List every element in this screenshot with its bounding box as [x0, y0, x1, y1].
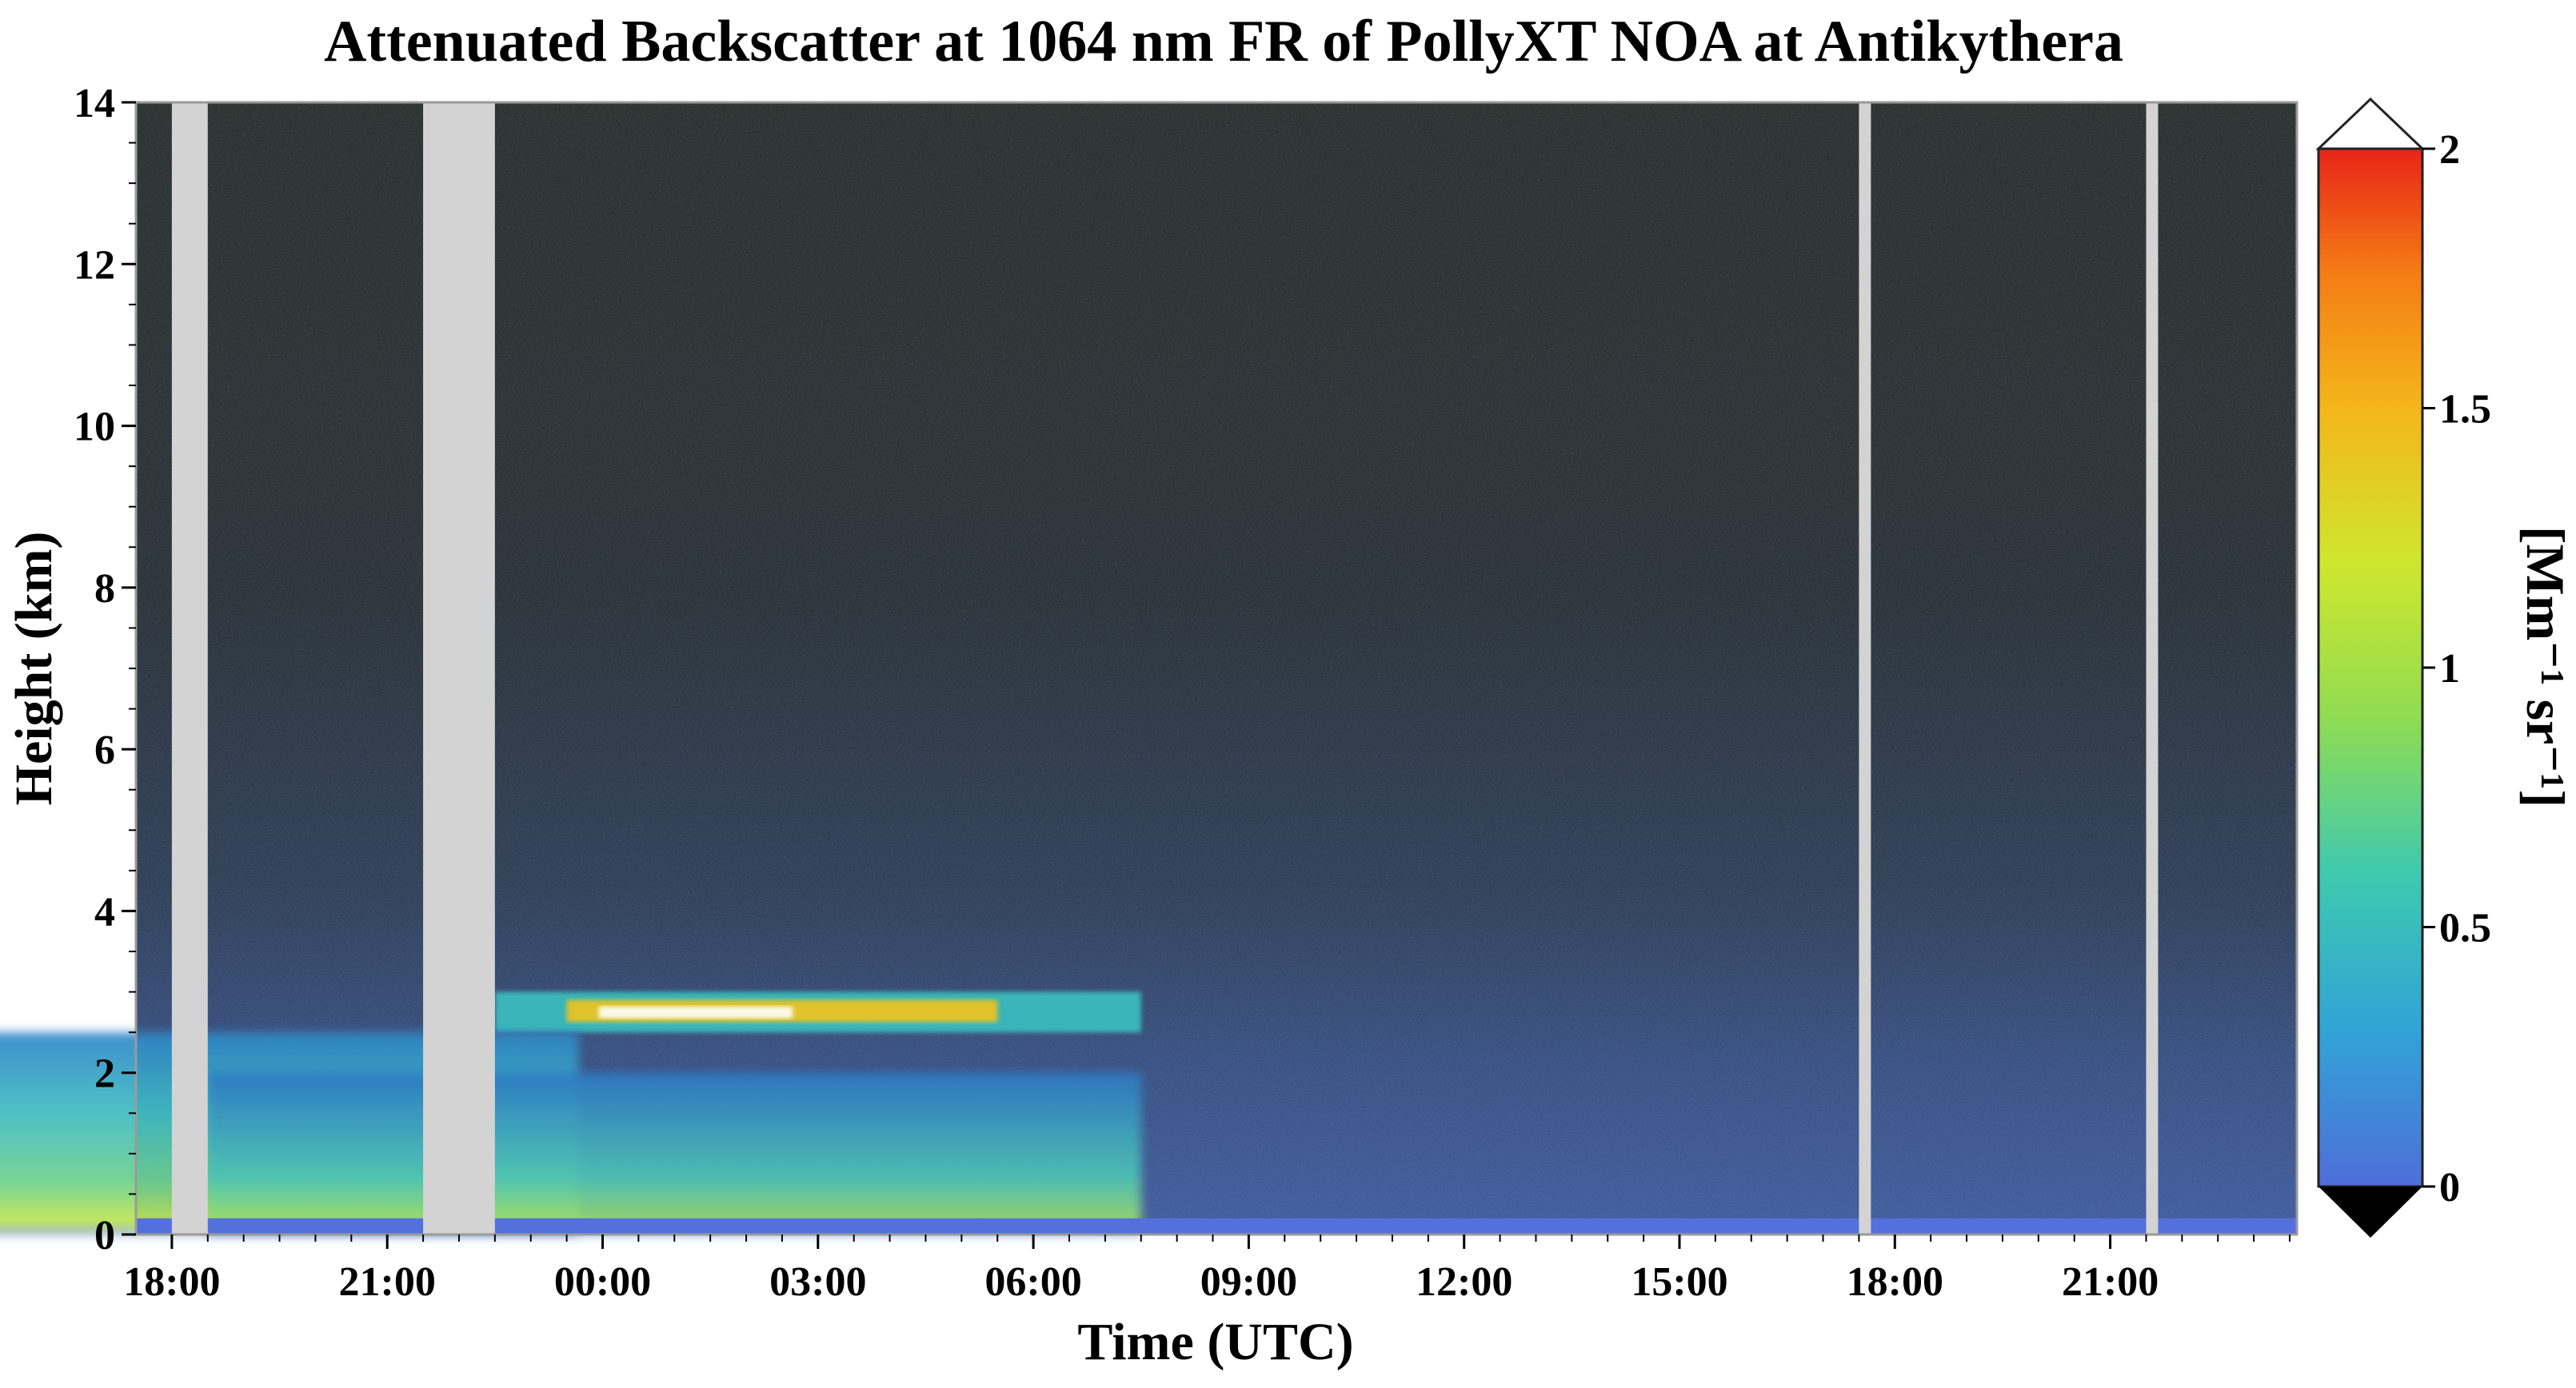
- no-data-gap: [1859, 102, 1871, 1234]
- surface-band: [136, 1218, 2297, 1234]
- y-tick-label: 12: [74, 242, 115, 288]
- x-tick-label: 15:00: [1631, 1259, 1727, 1305]
- x-tick-label: 09:00: [1200, 1259, 1297, 1305]
- x-axis-label: Time (UTC): [1077, 1313, 1353, 1371]
- y-tick-label: 0: [94, 1213, 115, 1258]
- colorbar-gradient: [2317, 147, 2424, 1188]
- x-tick-label: 21:00: [2062, 1259, 2159, 1305]
- y-axis-label: Height (km): [5, 532, 63, 806]
- colorbar-label: [Mm⁻¹ sr⁻¹]: [2515, 526, 2576, 808]
- y-tick-label: 10: [74, 405, 115, 450]
- y-tick-label: 8: [94, 566, 115, 612]
- x-tick-label: 18:00: [123, 1259, 220, 1305]
- colorbar-tick-label: 0: [2439, 1165, 2460, 1211]
- colorbar: 0 0.5 1 1.5 2 [Mm⁻¹ sr⁻¹]: [2315, 97, 2576, 1238]
- y-axis: 0 2 4 6 8 10 12 14: [74, 81, 136, 1258]
- chart-title: Attenuated Backscatter at 1064 nm FR of …: [324, 9, 2123, 74]
- colorbar-extend-min: [2318, 1187, 2422, 1238]
- no-data-gap: [2146, 102, 2159, 1234]
- colorbar-extend-max: [2315, 97, 2426, 150]
- x-tick-label: 21:00: [339, 1259, 436, 1305]
- colorbar-tick-label: 1.5: [2439, 387, 2491, 433]
- x-tick-label: 18:00: [1847, 1259, 1943, 1305]
- x-tick-label: 12:00: [1416, 1259, 1512, 1305]
- y-tick-label: 14: [74, 81, 115, 126]
- y-tick-label: 6: [94, 728, 115, 773]
- x-tick-label: 00:00: [554, 1259, 651, 1305]
- y-tick-label: 4: [94, 889, 115, 935]
- boundary-layer: [207, 1072, 1141, 1234]
- colorbar-tick-label: 0.5: [2439, 906, 2491, 951]
- x-tick-label: 06:00: [984, 1259, 1081, 1305]
- colorbar-tick-label: 1: [2439, 646, 2460, 692]
- no-data-gap: [423, 102, 495, 1234]
- plot-area: [0, 101, 2298, 1236]
- elevated-layer-peak: [598, 1006, 793, 1019]
- no-data-periods: [171, 102, 2159, 1234]
- no-data-gap: [171, 102, 208, 1234]
- y-tick-label: 2: [94, 1051, 115, 1097]
- x-axis: 18:00 21:00 00:00 03:00 06:00 09:00 12:00 15:00…: [123, 1234, 2291, 1305]
- colorbar-tick-label: 2: [2439, 127, 2460, 173]
- x-tick-label: 03:00: [769, 1259, 866, 1305]
